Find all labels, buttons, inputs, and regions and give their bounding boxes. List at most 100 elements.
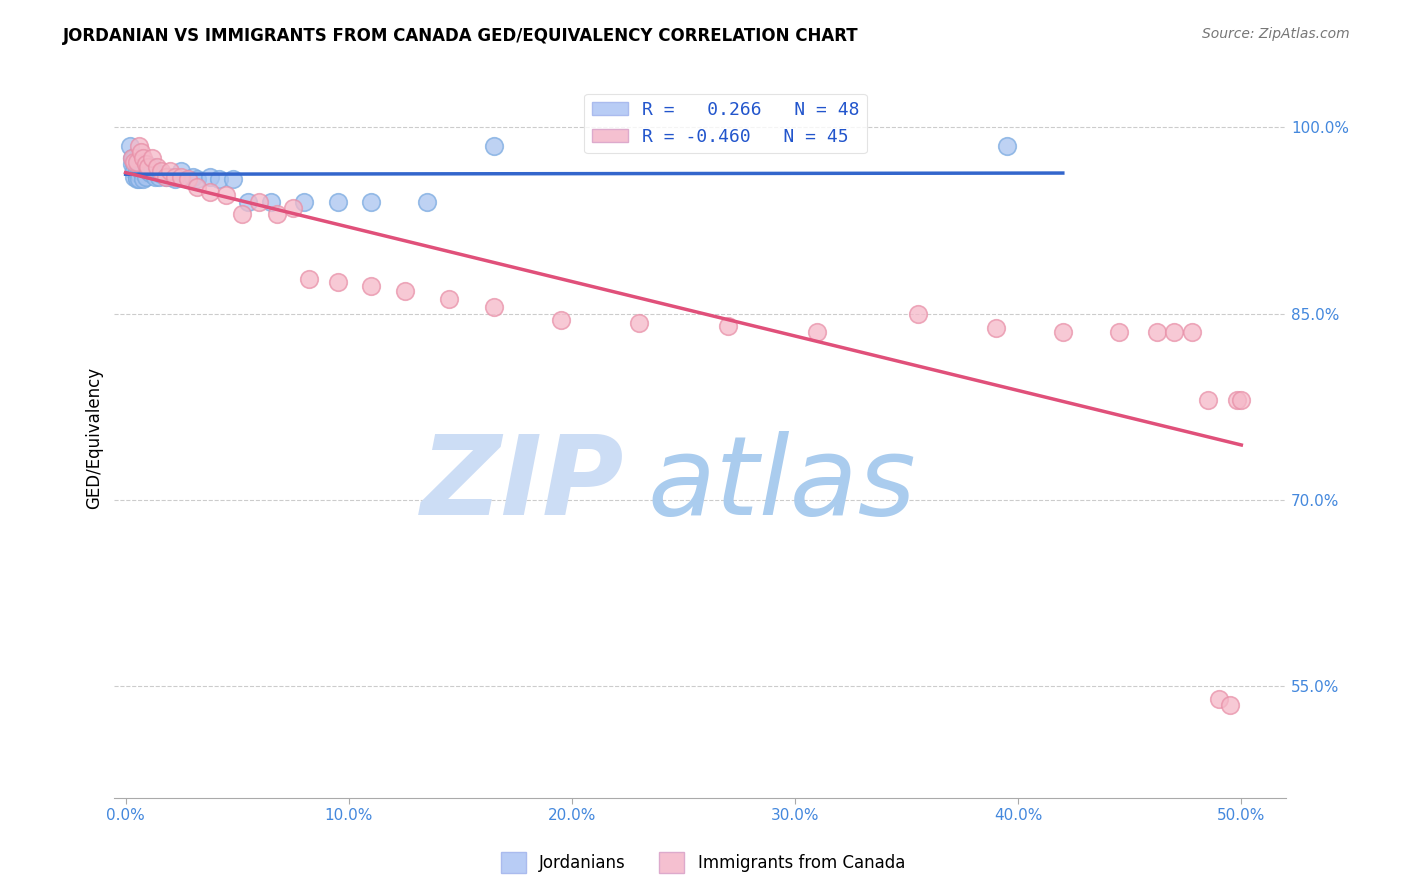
Point [1163, 325, 1185, 339]
Point [146, 160, 169, 174]
Point [125, 155, 148, 169]
Text: Source: ZipAtlas.com: Source: ZipAtlas.com [1202, 27, 1350, 41]
Point [136, 160, 159, 174]
Point [1208, 691, 1230, 706]
Y-axis label: GED/Equivalency: GED/Equivalency [86, 367, 103, 508]
Point [128, 138, 150, 153]
Point [124, 155, 146, 169]
Point [806, 325, 828, 339]
Point [1230, 393, 1253, 408]
Point [132, 160, 155, 174]
Point [118, 138, 141, 153]
Point [1226, 393, 1249, 408]
Point [1219, 698, 1241, 712]
Point [141, 151, 163, 165]
Point [135, 157, 157, 171]
Point [394, 284, 416, 298]
Point [132, 166, 155, 180]
Point [238, 194, 260, 209]
Point [128, 155, 150, 169]
Point [124, 157, 146, 171]
Point [360, 194, 382, 209]
Point [907, 306, 929, 320]
Point [128, 160, 150, 174]
Point [170, 163, 193, 178]
Point [186, 179, 208, 194]
Point [121, 157, 143, 171]
Point [326, 194, 349, 209]
Legend: Jordanians, Immigrants from Canada: Jordanians, Immigrants from Canada [495, 846, 911, 880]
Text: ZIP: ZIP [420, 431, 624, 538]
Point [1146, 325, 1168, 339]
Point [281, 201, 304, 215]
Point [136, 163, 159, 178]
Point [181, 169, 204, 184]
Point [129, 157, 152, 171]
Point [1052, 325, 1074, 339]
Point [132, 172, 155, 186]
Point [482, 300, 505, 314]
Point [143, 169, 166, 184]
Point [231, 207, 253, 221]
Point [163, 169, 186, 184]
Point [200, 169, 222, 184]
Point [121, 151, 143, 165]
Point [141, 160, 163, 174]
Point [125, 157, 148, 171]
Legend: R =   0.266   N = 48, R = -0.460   N = 45: R = 0.266 N = 48, R = -0.460 N = 45 [585, 94, 868, 153]
Point [125, 172, 148, 186]
Point [360, 279, 382, 293]
Point [148, 169, 170, 184]
Point [984, 321, 1007, 335]
Point [121, 151, 143, 165]
Point [1197, 393, 1219, 408]
Point [259, 194, 281, 209]
Point [550, 312, 572, 326]
Point [177, 172, 200, 186]
Point [155, 169, 177, 184]
Point [627, 317, 650, 331]
Point [124, 151, 146, 165]
Point [125, 163, 148, 178]
Point [159, 163, 181, 178]
Point [150, 163, 173, 178]
Point [125, 151, 148, 165]
Point [995, 138, 1018, 153]
Point [150, 167, 173, 181]
Point [128, 167, 150, 181]
Point [292, 194, 315, 209]
Point [139, 166, 162, 180]
Point [1108, 325, 1130, 339]
Point [124, 169, 146, 184]
Point [221, 172, 243, 186]
Point [208, 172, 231, 186]
Point [437, 292, 460, 306]
Point [170, 169, 193, 184]
Point [177, 172, 200, 186]
Point [1181, 325, 1204, 339]
Point [249, 194, 271, 209]
Point [482, 138, 505, 153]
Point [163, 172, 186, 186]
Text: atlas: atlas [648, 431, 917, 538]
Point [215, 188, 238, 202]
Point [135, 169, 157, 184]
Point [186, 172, 208, 186]
Point [717, 318, 740, 333]
Point [297, 271, 319, 285]
Point [125, 169, 148, 184]
Point [416, 194, 439, 209]
Point [125, 169, 148, 184]
Point [135, 157, 157, 171]
Point [326, 276, 349, 290]
Point [159, 169, 181, 184]
Point [128, 172, 150, 186]
Point [200, 185, 222, 199]
Point [266, 207, 288, 221]
Point [129, 145, 152, 159]
Point [124, 163, 146, 178]
Point [129, 163, 152, 178]
Text: JORDANIAN VS IMMIGRANTS FROM CANADA GED/EQUIVALENCY CORRELATION CHART: JORDANIAN VS IMMIGRANTS FROM CANADA GED/… [63, 27, 859, 45]
Point [132, 151, 155, 165]
Point [155, 169, 177, 184]
